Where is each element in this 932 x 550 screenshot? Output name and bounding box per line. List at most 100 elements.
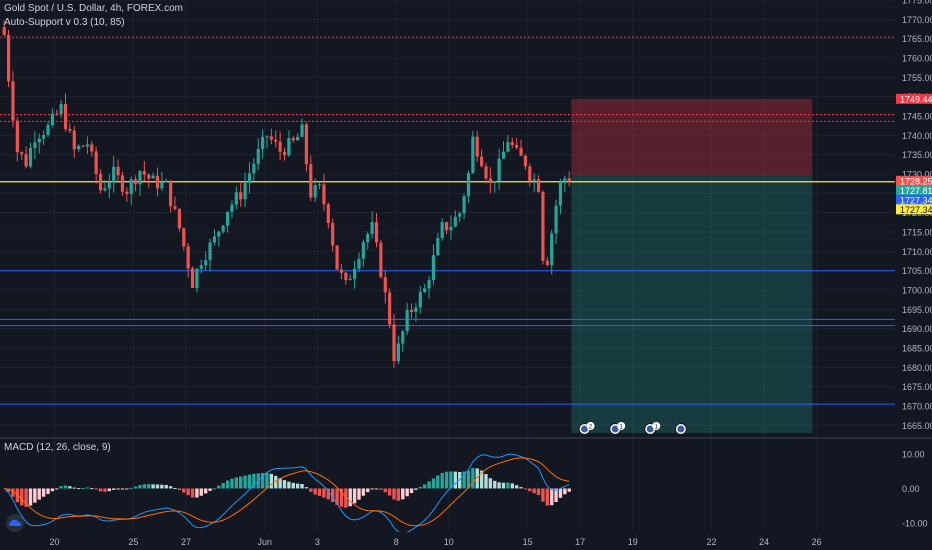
candle-body — [63, 104, 68, 129]
position-tool[interactable] — [571, 98, 813, 434]
macd-histogram-bar — [120, 488, 125, 490]
macd-histogram-bar — [155, 484, 160, 489]
macd-histogram-bar — [147, 484, 151, 489]
price-tick-label: 1700.00 — [902, 286, 932, 296]
price-tick-label: 1765.00 — [902, 34, 932, 44]
candle-body — [374, 222, 379, 243]
macd-histogram-bar — [449, 471, 453, 489]
macd-histogram-bar — [427, 481, 431, 489]
macd-indicator-legend[interactable]: MACD (12, 26, close, 9) — [4, 442, 111, 453]
macd-histogram-bar — [506, 482, 510, 489]
candle-body — [493, 181, 497, 183]
candle-body — [59, 104, 63, 115]
candle-body — [317, 184, 322, 186]
price-tag-label: 1727.34 — [900, 205, 932, 215]
time-tick-label: 27 — [181, 537, 191, 547]
candle-body — [414, 307, 418, 312]
macd-histogram-bar — [418, 486, 422, 489]
candle-body — [418, 292, 422, 308]
macd-histogram-bar — [374, 488, 379, 490]
candle-body — [217, 231, 221, 237]
macd-histogram-bar — [186, 488, 190, 496]
price-tick-label: 1665.00 — [902, 421, 932, 431]
price-tick-label: 1675.00 — [902, 382, 932, 392]
price-tick-label: 1710.00 — [902, 247, 932, 257]
macd-histogram-bar — [313, 488, 317, 495]
candle-body — [77, 145, 81, 150]
time-tick-label: 3 — [315, 537, 320, 547]
macd-histogram-bar — [344, 488, 348, 508]
candle-body — [55, 113, 59, 115]
candle-body — [6, 34, 11, 82]
price-tag — [896, 185, 932, 196]
macd-histogram-bar — [322, 488, 326, 498]
macd-histogram-bar — [112, 488, 116, 490]
candle-body — [72, 130, 76, 150]
auto-support-indicator-legend[interactable]: Auto-Support v 0.3 (10, 85) — [4, 17, 125, 28]
macd-histogram-bar — [304, 487, 309, 489]
candle-body — [541, 191, 545, 261]
event-flags[interactable]: 2 1 1 — [578, 422, 687, 435]
price-tag-label: 1727.81 — [900, 186, 932, 196]
price-axis[interactable]: 1665.00 1670.00 1675.00 1680.00 1685.00 1690.… — [902, 0, 932, 431]
candle-body — [497, 158, 501, 182]
macd-histogram-bar — [195, 488, 199, 498]
candle-body — [234, 192, 238, 205]
macd-histogram-bar — [234, 477, 239, 489]
macd-histogram-bar — [190, 488, 195, 498]
time-tick-label: 25 — [128, 537, 138, 547]
tradingview-logo[interactable] — [6, 514, 24, 532]
macd-histogram-bar — [20, 488, 24, 506]
candle-body — [24, 154, 28, 167]
candle-body — [125, 191, 129, 194]
candle-body — [519, 147, 523, 156]
macd-histogram-bar — [278, 478, 282, 489]
candle-body — [164, 180, 168, 182]
time-axis[interactable]: 20 25 27 Jun 3 8 10 15 17 19 22 24 26 — [0, 532, 932, 550]
macd-histogram-bar — [532, 488, 536, 494]
price-tick-label: 1695.00 — [902, 305, 932, 315]
macd-histogram-bar — [558, 488, 563, 498]
candle-body — [453, 216, 457, 227]
macd-histogram-bar — [523, 488, 528, 490]
macd-pane — [3, 453, 571, 534]
price-tick-label: 1685.00 — [902, 344, 932, 354]
candlestick-series — [2, 20, 571, 369]
price-tick-label: 1715.00 — [902, 228, 932, 238]
candle-body — [212, 236, 217, 243]
candle-body — [567, 178, 571, 182]
macd-histogram-bar — [173, 487, 177, 489]
candle-body — [401, 331, 405, 344]
time-tick-label: Jun — [258, 537, 273, 547]
time-tick-label: 22 — [707, 537, 717, 547]
candle-body — [423, 288, 427, 293]
candle-body — [261, 136, 265, 149]
macd-histogram-bar — [541, 488, 545, 502]
price-tag — [896, 194, 932, 205]
candle-body — [15, 120, 19, 153]
macd-histogram-bar — [217, 485, 221, 489]
macd-histogram-bar — [6, 488, 11, 492]
candle-body — [138, 171, 142, 185]
time-tick-label: 15 — [523, 537, 533, 547]
macd-histogram-bar — [295, 483, 300, 489]
macd-histogram-bar — [567, 488, 571, 492]
macd-histogram-bar — [339, 488, 344, 507]
candle-body — [523, 155, 527, 167]
candle-body — [379, 242, 383, 278]
macd-axis[interactable]: 10.00 0.00 -10.00 — [902, 449, 928, 528]
candle-body — [458, 213, 462, 217]
macd-histogram-bar — [151, 484, 155, 489]
macd-histogram-bar — [440, 472, 444, 489]
candle-body — [444, 222, 449, 231]
candle-body — [274, 139, 278, 142]
macd-histogram-bar — [405, 488, 409, 497]
candle-body — [366, 234, 370, 243]
macd-histogram-bar — [59, 486, 63, 489]
macd-histogram-bar — [274, 475, 278, 489]
candle-body — [230, 204, 234, 212]
candle-body — [28, 147, 33, 167]
candle-body — [554, 205, 558, 234]
candle-body — [182, 228, 186, 247]
